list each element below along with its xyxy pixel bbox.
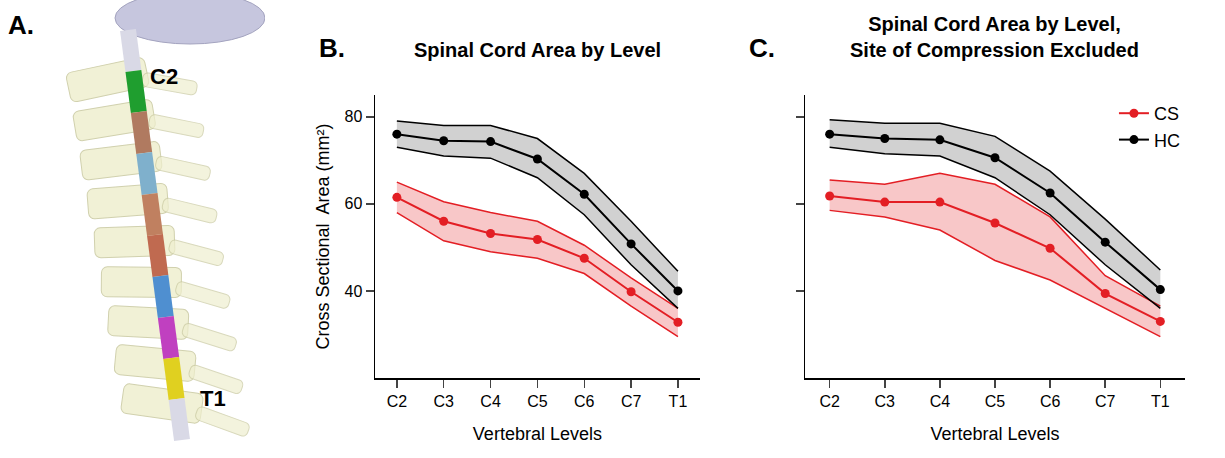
svg-text:C7: C7 (1095, 393, 1116, 410)
svg-text:C6: C6 (574, 393, 595, 410)
svg-text:80: 80 (345, 108, 363, 125)
svg-text:40: 40 (345, 283, 363, 300)
svg-text:C2: C2 (150, 64, 178, 89)
svg-text:C7: C7 (621, 393, 642, 410)
svg-text:Spinal Cord Area by Level,Site: Spinal Cord Area by Level,Site of Compre… (850, 13, 1139, 61)
svg-text:HC: HC (1154, 131, 1180, 151)
svg-text:C.: C. (749, 33, 775, 63)
svg-text:C2: C2 (819, 393, 840, 410)
svg-text:Vertebral Levels: Vertebral Levels (473, 424, 602, 444)
svg-text:C4: C4 (480, 393, 501, 410)
svg-text:C6: C6 (1040, 393, 1061, 410)
svg-text:C4: C4 (930, 393, 951, 410)
svg-text:C5: C5 (527, 393, 548, 410)
svg-text:T1: T1 (200, 386, 226, 411)
svg-text:60: 60 (345, 195, 363, 212)
svg-text:CS: CS (1154, 104, 1179, 124)
svg-text:C3: C3 (433, 393, 454, 410)
svg-text:C2: C2 (387, 393, 408, 410)
svg-text:T1: T1 (669, 393, 688, 410)
svg-text:C3: C3 (875, 393, 896, 410)
svg-text:Cross Sectional Area (mm²): Cross Sectional Area (mm²) (313, 123, 333, 349)
svg-text:B.: B. (319, 33, 345, 63)
svg-text:Spinal Cord Area by Level: Spinal Cord Area by Level (414, 39, 661, 61)
svg-text:A.: A. (8, 10, 34, 40)
svg-text:C5: C5 (985, 393, 1006, 410)
svg-text:Vertebral Levels: Vertebral Levels (930, 424, 1059, 444)
svg-text:T1: T1 (1151, 393, 1170, 410)
